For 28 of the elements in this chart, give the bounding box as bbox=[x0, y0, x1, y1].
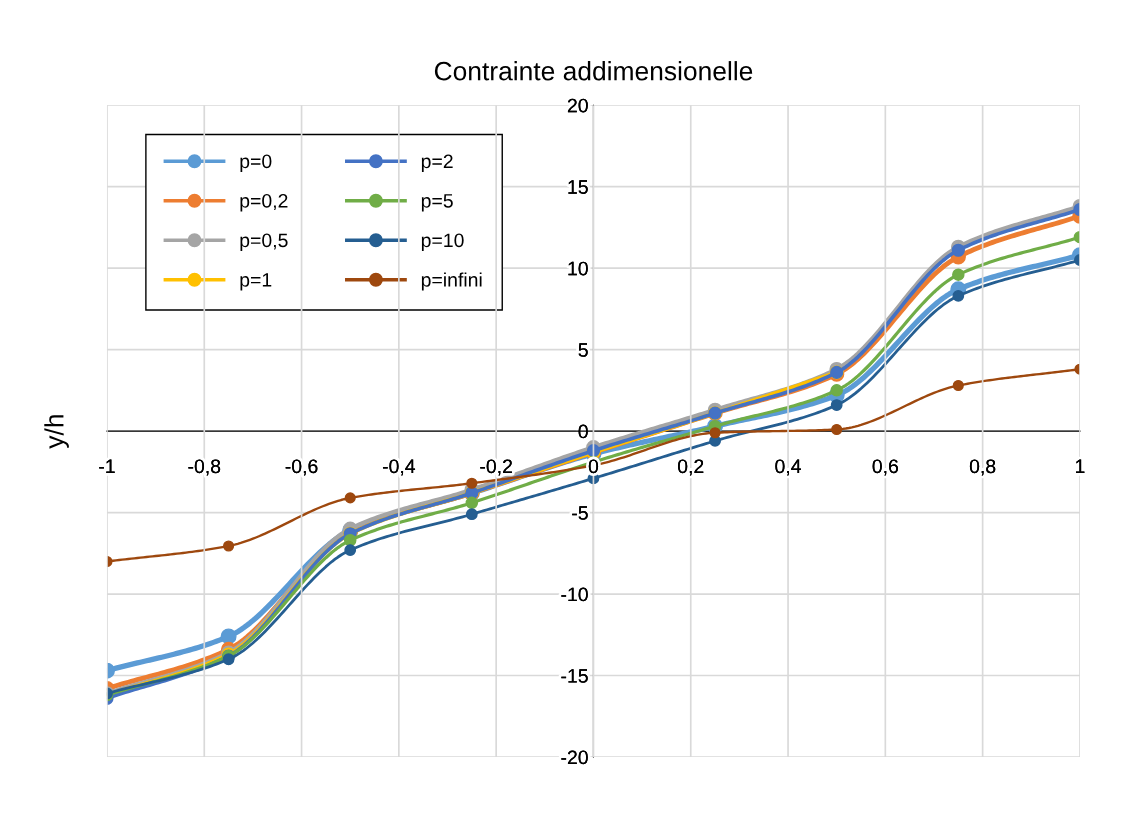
legend-label: p=0,5 bbox=[240, 233, 288, 252]
x-tick-label: 0,2 bbox=[677, 459, 704, 476]
legend-label: p=1 bbox=[240, 273, 272, 291]
y-tick-label: 15 bbox=[568, 180, 588, 194]
x-tick-label: 0,6 bbox=[872, 459, 898, 476]
legend-label: p=5 bbox=[421, 194, 453, 212]
x-tick-label: 0,4 bbox=[775, 459, 801, 476]
x-tick-label: -0,6 bbox=[285, 459, 318, 476]
legend-label: p=infini bbox=[421, 272, 482, 291]
legend-label: p=10 bbox=[421, 233, 464, 252]
x-tick-label: 1 bbox=[1076, 459, 1085, 473]
legend-label: p=0 bbox=[240, 154, 272, 173]
x-tick-label: 0,8 bbox=[969, 459, 996, 476]
y-tick-label: -15 bbox=[561, 669, 588, 683]
legend-label: p=0,2 bbox=[240, 193, 288, 212]
legend-label: p=2 bbox=[421, 154, 453, 173]
y-tick-label: -10 bbox=[561, 587, 588, 602]
x-tick-label: -0,2 bbox=[480, 459, 512, 476]
y-tick-label: 20 bbox=[567, 98, 588, 113]
x-tick-label: -0,8 bbox=[188, 459, 221, 476]
y-tick-label: 10 bbox=[568, 261, 588, 276]
y-tick-label: -20 bbox=[561, 750, 588, 765]
y-tick-label: 5 bbox=[578, 343, 588, 357]
y-tick-label: -5 bbox=[572, 506, 588, 520]
x-tick-label: -0,4 bbox=[382, 459, 416, 476]
y-axis-title: y/h bbox=[44, 415, 69, 449]
chart-title: Contrainte addimensionelle bbox=[434, 61, 753, 81]
x-tick-label: -1 bbox=[99, 459, 115, 473]
